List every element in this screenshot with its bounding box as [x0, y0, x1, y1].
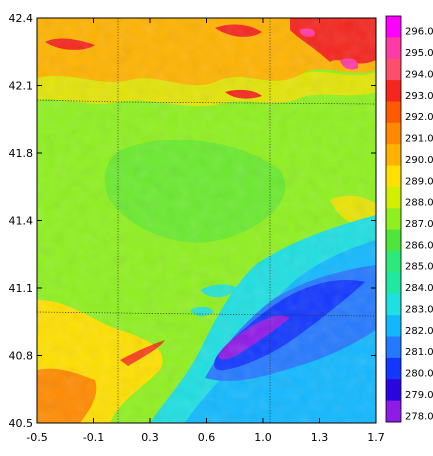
y-tick-label: 40.5	[9, 417, 34, 430]
boundary-lines	[37, 18, 376, 423]
colorbar-label: 296.0	[405, 27, 433, 38]
y-tick-label: 41.4	[9, 215, 34, 228]
colorbar-swatch	[386, 251, 401, 273]
colorbar-swatch	[386, 272, 401, 295]
colorbar-label: 295.0	[405, 48, 433, 59]
colorbar-swatch	[386, 165, 401, 188]
colorbar-swatch	[386, 122, 401, 145]
colorbar-label: 286.0	[405, 240, 433, 251]
colorbar-label: 282.0	[405, 326, 433, 337]
colorbar-swatch	[386, 336, 401, 359]
colorbar-swatch	[386, 101, 401, 124]
colorbar-swatch	[386, 400, 401, 423]
x-tick-label: -0.1	[83, 431, 104, 444]
x-tick-label: 1.7	[367, 431, 385, 444]
temperature-field	[37, 18, 376, 423]
field-texture	[37, 18, 376, 423]
y-tick-label: 41.1	[9, 282, 34, 295]
colorbar-swatch	[386, 229, 401, 252]
colorbar-frame	[385, 15, 402, 423]
colorbar-label: 281.0	[405, 347, 433, 358]
colorbar-swatch	[386, 357, 401, 380]
colorbar-label: 290.0	[405, 155, 433, 166]
colorbar-swatch	[386, 16, 401, 38]
colorbar-swatch	[386, 144, 401, 167]
colorbar-swatch	[386, 58, 401, 81]
colorbar-label: 284.0	[405, 283, 433, 294]
colorbar-swatch	[386, 37, 401, 60]
y-axis: 42.4 42.1 41.8 41.4 41.1 40.8 40.5	[9, 12, 376, 430]
colorbar-swatch	[386, 186, 401, 209]
x-tick-label: 1.3	[311, 431, 329, 444]
colorbar-swatch	[386, 315, 401, 338]
y-tick-label: 42.4	[9, 12, 34, 25]
colorbar-swatch	[386, 208, 401, 231]
x-tick-label: -0.5	[26, 431, 47, 444]
colorbar: 296.0 295.0 294.0 293.0 292.0 291.0 290.0 289.0…	[385, 15, 433, 423]
colorbar-label: 279.0	[405, 390, 433, 401]
colorbar-label: 280.0	[405, 369, 433, 380]
colorbar-swatch	[386, 80, 401, 102]
x-tick-label: 0.6	[198, 431, 216, 444]
colorbar-label: 278.0	[405, 411, 433, 422]
y-tick-label: 42.1	[9, 80, 34, 93]
x-tick-label: 0.3	[141, 431, 159, 444]
colorbar-label: 293.0	[405, 91, 433, 102]
colorbar-swatch	[386, 293, 401, 316]
colorbar-label: 289.0	[405, 176, 433, 187]
x-axis: -0.5 -0.1 0.3 0.6 1.0 1.3 1.7	[26, 18, 385, 444]
colorbar-label: 292.0	[405, 112, 433, 123]
colorbar-label: 294.0	[405, 69, 433, 80]
boundary-line	[37, 311, 376, 317]
y-tick-label: 40.8	[9, 350, 34, 363]
colorbar-swatch	[386, 379, 401, 402]
colorbar-label: 283.0	[405, 304, 433, 315]
colorbar-label: 291.0	[405, 134, 433, 145]
x-tick-label: 1.0	[254, 431, 272, 444]
colorbar-label: 288.0	[405, 198, 433, 209]
colorbar-label: 285.0	[405, 262, 433, 273]
colorbar-label: 287.0	[405, 219, 433, 230]
y-tick-label: 41.8	[9, 147, 34, 160]
